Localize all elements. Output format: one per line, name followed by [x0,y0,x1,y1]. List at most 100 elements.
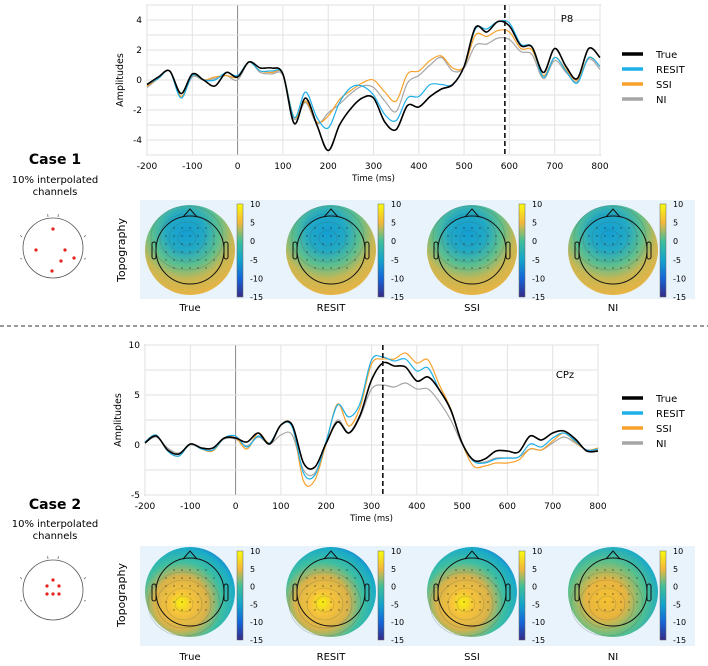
electrode-dot [455,577,456,578]
electrode-dot [479,609,480,610]
electrode-dot [338,577,339,578]
interpolated-channel-dot [50,269,53,272]
electrode-dot [181,577,182,578]
electrode-dot [596,577,597,578]
colorbar-tick-label: 5 [673,219,678,228]
head-outline [23,218,83,278]
electrode-dot [596,259,597,260]
scalp-map [568,547,658,637]
x-tick-label: -100 [182,162,203,172]
electrode-dot [338,227,339,228]
electrode-dot [596,243,597,244]
legend-label-true: True [655,50,677,61]
electrode-dot [628,585,629,586]
electrode-dot [628,267,629,268]
electrode-dot [447,577,448,578]
electrode-dot [197,593,198,594]
colorbar-tick-label: -15 [673,636,686,645]
electrode-dot [463,609,464,610]
electrode-dot [314,593,315,594]
electrode-dot [487,243,488,244]
x-tick-label: 200 [320,162,337,172]
colorbar-tick-label: -15 [673,293,686,302]
x-tick-label: 300 [363,502,380,512]
electrode-dot [604,267,605,268]
electrode-dot [330,609,331,610]
electrode-dot [173,267,174,268]
electrode-dot [612,251,613,252]
scalp-map [427,547,517,637]
electrode-dot [596,609,597,610]
electrode-dot [165,235,166,236]
topomap-label: True [178,652,200,662]
electrode-dot [181,601,182,602]
case-title: Case 2 [29,497,81,513]
electrode-dot [173,601,174,602]
colorbar-tick-label: -5 [532,256,540,265]
electrode-dot [455,569,456,570]
electrode-dot [322,235,323,236]
interpolated-channel-dot [57,584,60,587]
electrode-dot [495,577,496,578]
electrode-dot [314,243,315,244]
tick-mark [20,235,22,237]
y-tick-label: -4 [133,136,142,146]
electrode-dot [620,585,621,586]
x-tick-label: -200 [135,502,156,512]
electrode-dot [197,259,198,260]
electrode-dot [628,251,629,252]
electrode-dot [165,601,166,602]
topography-axis-label: Topography [115,563,128,628]
electrode-dot [604,609,605,610]
colorbar-tick-label: 0 [532,237,537,246]
electrode-dot [181,609,182,610]
electrode-dot [205,243,206,244]
electrode-dot [628,569,629,570]
electrode-dot [181,267,182,268]
electrode-dot [197,585,198,586]
x-tick-label: 500 [454,502,471,512]
case-subtitle: 10% interpolated [12,175,99,186]
electrode-dot [479,227,480,228]
electrode-dot [471,259,472,260]
electrode-dot [354,251,355,252]
electrode-dot [330,243,331,244]
colorbar-tick-label: -5 [391,600,399,609]
case-subtitle: channels [33,187,78,198]
electrode-dot [205,577,206,578]
electrode-dot [346,593,347,594]
electrode-dot [205,235,206,236]
electrode-dot [322,577,323,578]
legend-label-ssi: SSI [656,424,672,435]
electrode-dot [173,593,174,594]
electrode-dot [612,577,613,578]
colorbar-tick-label: -10 [391,618,404,627]
colorbar-tick-label: 5 [532,565,537,574]
electrode-dot [596,601,597,602]
electrode-dot [447,243,448,244]
electrode-dot [181,235,182,236]
electrode-dot [346,609,347,610]
electrode-dot [612,259,613,260]
electrode-dot [165,259,166,260]
electrode-dot [471,227,472,228]
electrode-dot [487,609,488,610]
x-tick-label: 200 [318,502,335,512]
electrode-dot [447,259,448,260]
electrode-dot [447,585,448,586]
electrode-dot [330,569,331,570]
tick-mark [20,577,22,579]
electrode-dot [495,251,496,252]
electrode-dot [346,585,347,586]
electrode-dot [322,227,323,228]
interpolated-channel-dot [51,227,54,230]
colorbar-tick-label: 0 [391,237,396,246]
electrode-dot [620,259,621,260]
electrode-dot [479,601,480,602]
electrode-dot [306,235,307,236]
colorbar [519,551,525,640]
x-tick-label: -100 [180,502,201,512]
electrode-dot [455,227,456,228]
electrode-dot [322,267,323,268]
electrode-dot [354,235,355,236]
